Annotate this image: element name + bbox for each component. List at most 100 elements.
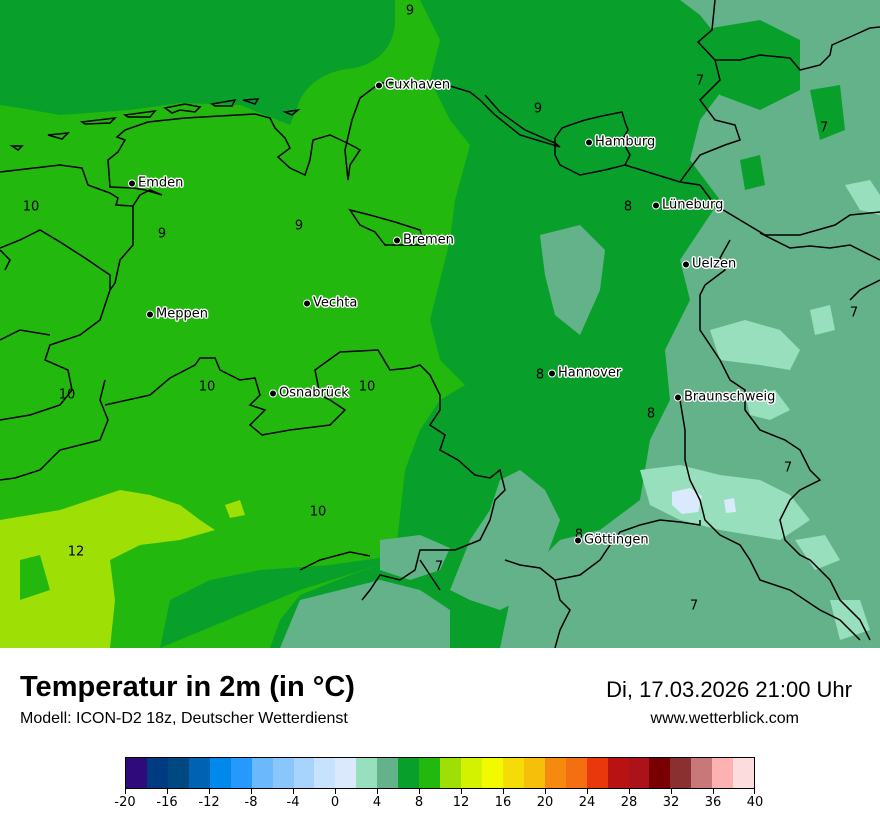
temperature-map[interactable]: 9 7 9 7 10 8 9 9 7 8 10 10 10 8 7 10 8 12 7 7 Cuxhaven Hambu…	[0, 0, 880, 648]
city-name: Lüneburg	[662, 197, 724, 213]
colorbar-segment	[167, 758, 189, 788]
contour-label: 9	[157, 226, 167, 242]
colorbar-tick-label: 36	[704, 795, 722, 810]
colorbar-tick	[251, 789, 252, 794]
contour-label: 8	[646, 406, 656, 422]
colorbar-tick	[419, 789, 420, 794]
colorbar-tick	[125, 789, 126, 794]
contour-label: 7	[783, 460, 793, 476]
colorbar-tick	[209, 789, 210, 794]
contour-label: 7	[819, 120, 829, 136]
colorbar-tick-label: 4	[372, 795, 382, 810]
city-dot-icon	[674, 393, 682, 401]
contour-label: 9	[294, 218, 304, 234]
colorbar-tick-label: 20	[536, 795, 554, 810]
colorbar-tick-label: 12	[452, 795, 470, 810]
city-name: Göttingen	[584, 532, 649, 548]
colorbar-ticks: -20 -16 -12 -8 -4 0 4 8 12 16 20 24 28 32 36 40	[114, 789, 763, 819]
colorbar-segment	[502, 758, 524, 788]
colorbar-tick	[461, 789, 462, 794]
colorbar-segment	[481, 758, 503, 788]
colorbar-tick	[587, 789, 588, 794]
contour-label: 9	[533, 101, 543, 117]
colorbar-segment	[628, 758, 650, 788]
contour-label: 10	[22, 199, 40, 215]
model-subtitle: Modell: ICON-D2 18z, Deutscher Wetterdie…	[20, 710, 348, 727]
colorbar-tick-label: 28	[620, 795, 638, 810]
contour-label: 7	[689, 598, 699, 614]
city-name: Emden	[138, 175, 184, 191]
website-link[interactable]: www.wetterblick.com	[650, 710, 799, 727]
colorbar-tick-label: -12	[198, 795, 220, 810]
colorbar-segment	[649, 758, 671, 788]
colorbar-tick	[671, 789, 672, 794]
colorbar-segment	[230, 758, 252, 788]
colorbar-tick	[293, 789, 294, 794]
city-marker[interactable]: Braunschweig	[674, 390, 775, 405]
colorbar-tick	[545, 789, 546, 794]
city-marker[interactable]: Hamburg	[585, 135, 655, 150]
city-name: Cuxhaven	[385, 77, 451, 93]
colorbar-tick	[335, 789, 336, 794]
contour-label: 10	[309, 504, 327, 520]
chart-title: Temperatur in 2m (in °C)	[20, 671, 355, 703]
colorbar-segment	[523, 758, 545, 788]
city-marker[interactable]: Lüneburg	[652, 198, 723, 213]
colorbar-segment	[398, 758, 420, 788]
city-dot-icon	[393, 236, 401, 244]
colorbar-tick-label: -20	[114, 795, 136, 810]
city-name: Uelzen	[692, 256, 737, 272]
colorbar-tick-label: 16	[494, 795, 512, 810]
colorbar-tick	[503, 789, 504, 794]
colorbar-segment	[251, 758, 273, 788]
colorbar-segment	[188, 758, 210, 788]
city-marker[interactable]: Meppen	[146, 307, 208, 322]
contour-label: 12	[67, 544, 85, 560]
city-marker[interactable]: Uelzen	[682, 257, 736, 272]
city-dot-icon	[269, 389, 277, 397]
forecast-datetime: Di, 17.03.2026 21:00 Uhr	[606, 677, 852, 702]
colorbar-segment	[377, 758, 399, 788]
city-name: Bremen	[403, 232, 454, 248]
colorbar-segment	[712, 758, 734, 788]
colorbar	[125, 757, 755, 789]
contour-label: 10	[58, 387, 76, 403]
colorbar-tick-label: 0	[330, 795, 340, 810]
city-marker[interactable]: Hannover	[548, 366, 621, 381]
contour-label: 10	[358, 379, 376, 395]
colorbar-tick-label: -16	[156, 795, 178, 810]
city-dot-icon	[146, 310, 154, 318]
city-name: Vechta	[313, 295, 358, 311]
colorbar-segment	[586, 758, 608, 788]
city-name: Braunschweig	[684, 389, 776, 405]
city-marker[interactable]: Cuxhaven	[375, 78, 450, 93]
colorbar-segment	[461, 758, 482, 788]
contour-label: 7	[434, 559, 444, 575]
colorbar-tick	[167, 789, 168, 794]
contour-label: 8	[535, 367, 545, 383]
city-dot-icon	[652, 201, 660, 209]
colorbar-segment	[565, 758, 587, 788]
city-marker[interactable]: Göttingen	[574, 533, 649, 548]
colorbar-segment	[272, 758, 294, 788]
map-canvas	[0, 0, 880, 648]
colorbar-segment	[335, 758, 357, 788]
colorbar-tick-label: 8	[414, 795, 424, 810]
colorbar-segment	[293, 758, 315, 788]
city-name: Meppen	[156, 306, 208, 322]
city-dot-icon	[682, 260, 690, 268]
city-marker[interactable]: Bremen	[393, 233, 454, 248]
colorbar-segment	[419, 758, 441, 788]
city-marker[interactable]: Osnabrück	[269, 386, 349, 401]
colorbar-segment	[670, 758, 692, 788]
contour-label: 7	[849, 305, 859, 321]
colorbar-tick-label: -8	[244, 795, 258, 810]
city-name: Hamburg	[595, 134, 656, 150]
city-dot-icon	[303, 299, 311, 307]
colorbar-tick	[713, 789, 714, 794]
city-marker[interactable]: Emden	[128, 176, 183, 191]
contour-label: 7	[695, 73, 705, 89]
city-marker[interactable]: Vechta	[303, 296, 357, 311]
colorbar-tick	[754, 789, 755, 794]
city-dot-icon	[574, 536, 582, 544]
